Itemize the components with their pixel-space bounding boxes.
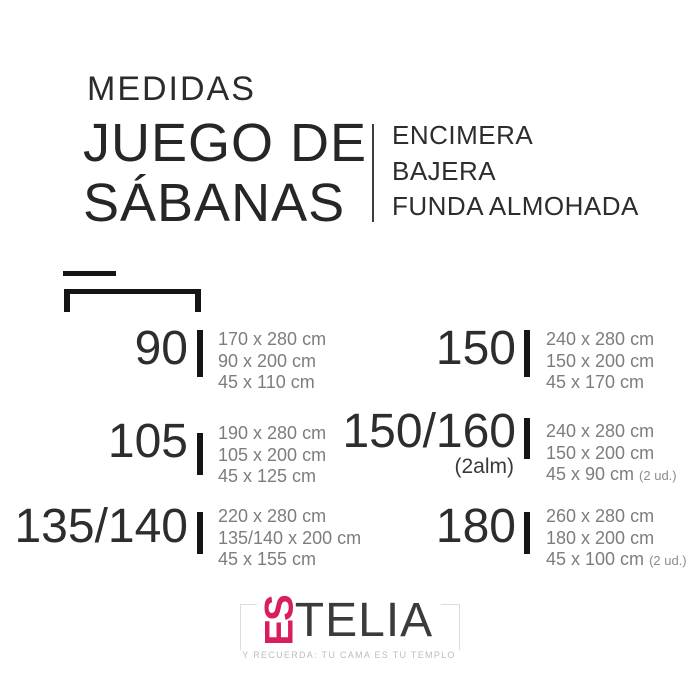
measurement-line: 150 x 200 cm xyxy=(546,442,655,463)
measurement-line: 45 x 110 cm xyxy=(218,372,315,392)
measurement-line: 105 x 200 cm xyxy=(218,444,327,465)
units-note: (2 ud.) xyxy=(649,553,687,568)
measurement-list: 220 x 280 cm 135/140 x 200 cm 45 x 155 c… xyxy=(218,506,361,571)
brand-tagline: Y RECUERDA: TU CAMA ES TU TEMPLO xyxy=(235,650,463,660)
kicker: MEDIDAS xyxy=(87,70,256,108)
legend-item-bajera: BAJERA xyxy=(392,155,497,186)
measurement-list: 170 x 280 cm 90 x 200 cm 45 x 110 cm xyxy=(218,329,326,394)
measurement-line: 45 x 155 cm xyxy=(218,549,317,569)
size-sublabel-2alm: (2alm) xyxy=(454,455,514,478)
size-label: 135/140 xyxy=(14,500,188,553)
size-label: 180 xyxy=(435,500,516,553)
logo-wordmark: TELIA xyxy=(294,594,434,647)
measurement-line: 190 x 280 cm xyxy=(218,423,327,443)
page-title-line1: JUEGO DE xyxy=(83,113,368,173)
logo-es-mark: ES xyxy=(257,596,302,646)
measurement-line: 45 x 170 cm xyxy=(546,372,645,392)
measurement-list: 260 x 280 cm 180 x 200 cm 45 x 100 cm (2 … xyxy=(546,506,687,572)
measurement-line: 260 x 280 cm xyxy=(546,506,655,526)
bed-frame-outline xyxy=(64,289,201,312)
page-title-line2: SÁBANAS xyxy=(83,173,346,233)
measurement-line: 170 x 280 cm xyxy=(218,329,327,349)
bed-headboard-bar xyxy=(63,271,116,276)
size-label: 90 xyxy=(134,322,188,375)
size-divider-bar xyxy=(197,512,203,554)
measurement-line: 150 x 200 cm xyxy=(546,350,655,371)
measurement-line: 240 x 280 cm xyxy=(546,329,655,349)
size-label: 105 xyxy=(107,415,188,468)
measurement-line: 220 x 280 cm xyxy=(218,506,327,526)
size-label: 150 xyxy=(435,322,516,375)
legend-item-encimera: ENCIMERA xyxy=(392,120,534,150)
size-divider-bar xyxy=(524,330,530,377)
measurement-line: 135/140 x 200 cm xyxy=(218,527,362,548)
measurement-line: 45 x 125 cm xyxy=(218,466,317,486)
legend: ENCIMERA BAJERA FUNDA ALMOHADA xyxy=(392,118,639,225)
measurement-line: 180 x 200 cm xyxy=(546,527,655,548)
measurement-line: 45 x 90 cm (2 ud.) xyxy=(546,464,677,484)
units-note: (2 ud.) xyxy=(639,468,677,483)
measurement-line: 240 x 280 cm xyxy=(546,421,655,441)
size-divider-bar xyxy=(524,512,530,554)
size-divider-bar xyxy=(197,433,203,475)
size-divider-bar xyxy=(524,418,530,459)
brand-logo: ES TELIA xyxy=(256,592,442,650)
size-label: 150/160 xyxy=(342,405,516,458)
measurement-list: 240 x 280 cm 150 x 200 cm 45 x 90 cm (2 u… xyxy=(546,421,677,487)
measurement-list: 190 x 280 cm 105 x 200 cm 45 x 125 cm xyxy=(218,423,326,488)
measurement-line: 90 x 200 cm xyxy=(218,350,317,371)
size-divider-bar xyxy=(197,330,203,377)
header-divider xyxy=(372,124,374,222)
measurement-line: 45 x 100 cm (2 ud.) xyxy=(546,549,687,569)
legend-item-funda-almohada: FUNDA ALMOHADA xyxy=(392,191,639,221)
measurement-list: 240 x 280 cm 150 x 200 cm 45 x 170 cm xyxy=(546,329,654,394)
